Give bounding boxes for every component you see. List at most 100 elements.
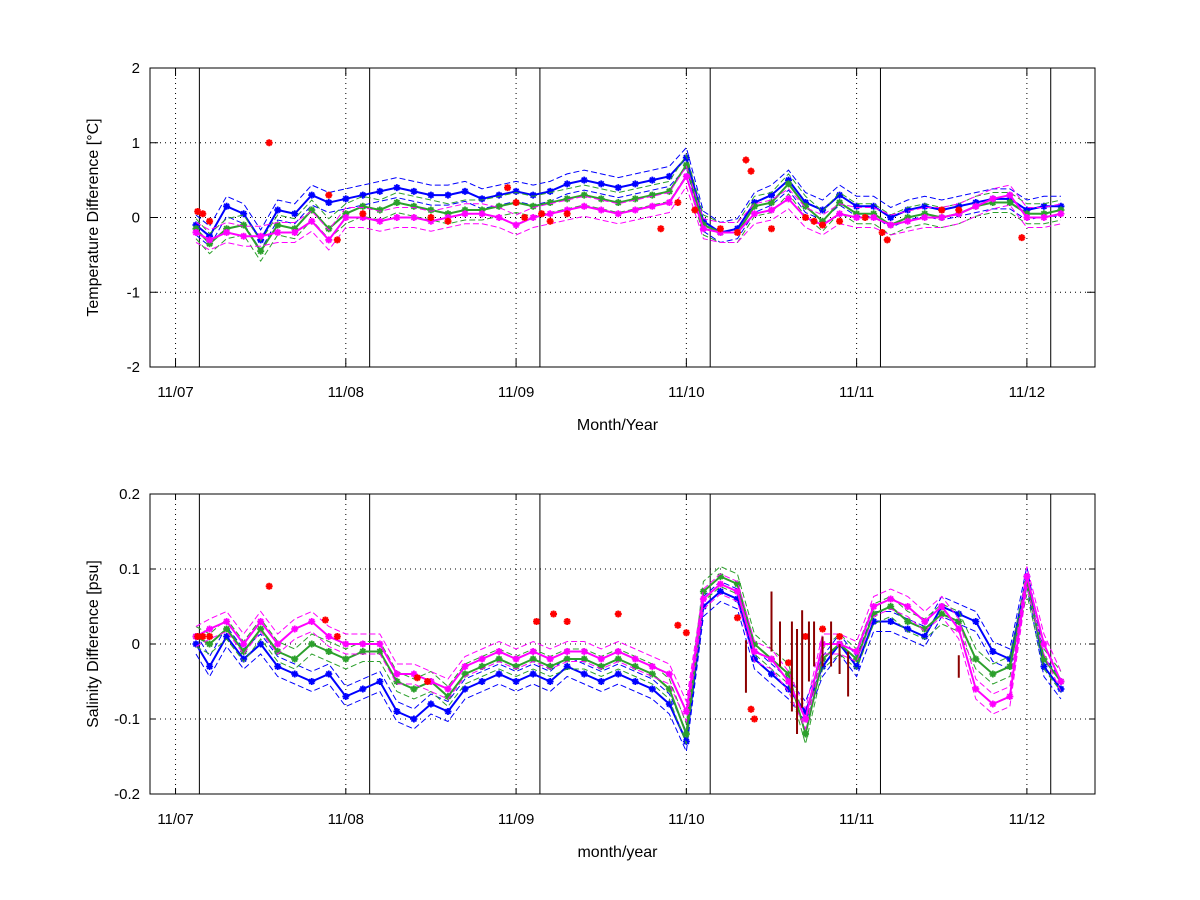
data-point: [199, 633, 207, 640]
data-point: [699, 595, 707, 603]
plot-frame: [149, 67, 1096, 368]
data-point: [376, 206, 384, 214]
data-point: [733, 228, 741, 236]
data-point: [665, 700, 673, 708]
x-tick-label: 11/12: [1009, 811, 1045, 828]
data-point: [192, 640, 200, 648]
data-point: [883, 236, 891, 244]
data-point: [747, 705, 755, 713]
x-tick-label: 11/09: [498, 811, 534, 828]
y-tick-label: 0.2: [119, 486, 140, 503]
data-point: [192, 221, 200, 229]
data-point: [648, 191, 656, 199]
data-point: [257, 640, 265, 648]
data-point: [529, 191, 537, 199]
data-point: [1006, 195, 1014, 203]
data-point: [989, 199, 997, 207]
data-point: [767, 206, 775, 214]
data-point: [546, 210, 554, 218]
data-point: [504, 184, 512, 192]
data-point: [410, 715, 418, 723]
data-point: [878, 228, 886, 236]
data-point: [597, 678, 605, 685]
data-point: [342, 210, 350, 218]
data-point: [563, 663, 571, 670]
x-tick-label: 11/11: [839, 811, 874, 828]
data-point: [495, 655, 503, 663]
data-point: [716, 573, 724, 580]
temperature-panel: -2 -1 0 1 2 11/07 11/08 11/09 11/10 11/11 11/12 Mon…: [85, 60, 1096, 434]
data-point: [461, 670, 469, 678]
data-point: [529, 202, 537, 210]
data-point: [887, 221, 895, 229]
data-point: [853, 214, 861, 221]
data-point: [716, 225, 724, 233]
data-point: [1040, 640, 1048, 648]
data-point: [580, 176, 588, 184]
data-point: [274, 663, 282, 670]
data-point: [538, 210, 546, 218]
data-point: [699, 603, 707, 610]
series-line: [195, 162, 1062, 253]
data-point: [393, 678, 401, 685]
data-point: [546, 655, 554, 663]
data-point: [631, 206, 639, 214]
data-point: [461, 685, 469, 693]
data-point: [802, 730, 810, 738]
y-tick-label: -0.2: [114, 786, 140, 803]
data-point: [393, 199, 401, 207]
data-point: [444, 210, 452, 218]
data-point: [597, 663, 605, 670]
data-point: [870, 210, 878, 218]
data-point: [512, 187, 520, 195]
data-point: [810, 217, 818, 225]
data-point: [870, 202, 878, 210]
y-tick-label: -2: [127, 359, 140, 376]
data-point: [938, 603, 946, 610]
series-upper-bound: [195, 566, 1062, 734]
data-point: [359, 191, 367, 199]
data-point: [904, 603, 912, 610]
data-point: [308, 640, 316, 648]
y-tick-label: 0: [132, 636, 140, 653]
data-point: [333, 633, 341, 640]
data-point: [206, 625, 214, 633]
data-point: [1023, 573, 1031, 580]
data-point: [342, 693, 350, 700]
data-point: [265, 582, 273, 590]
x-tick-label: 11/07: [157, 811, 193, 828]
data-point: [785, 659, 793, 667]
data-point: [836, 191, 844, 199]
data-point: [342, 195, 350, 203]
data-point: [972, 655, 980, 663]
data-point: [461, 210, 469, 218]
data-point: [614, 199, 622, 207]
data-point: [716, 588, 724, 595]
series-line: [195, 174, 1062, 242]
data-point: [359, 640, 367, 648]
data-point: [802, 715, 810, 723]
data-point: [870, 603, 878, 610]
data-point: [682, 730, 690, 738]
series-upper-bound: [195, 146, 1061, 231]
data-point: [1040, 202, 1048, 210]
data-point: [444, 708, 452, 715]
data-point: [342, 214, 350, 221]
data-point: [1006, 199, 1014, 207]
data-point: [325, 236, 333, 244]
data-point: [478, 678, 486, 685]
data-point: [665, 685, 673, 693]
data-point: [325, 191, 333, 199]
data-point: [308, 217, 316, 225]
data-point: [853, 210, 861, 218]
data-point: [682, 629, 690, 637]
data-point: [597, 206, 605, 214]
data-point: [274, 206, 282, 214]
data-point: [699, 225, 707, 233]
data-point: [580, 191, 588, 199]
data-point: [836, 217, 844, 225]
data-point: [223, 633, 231, 640]
data-point: [325, 225, 333, 233]
data-point: [192, 228, 200, 236]
